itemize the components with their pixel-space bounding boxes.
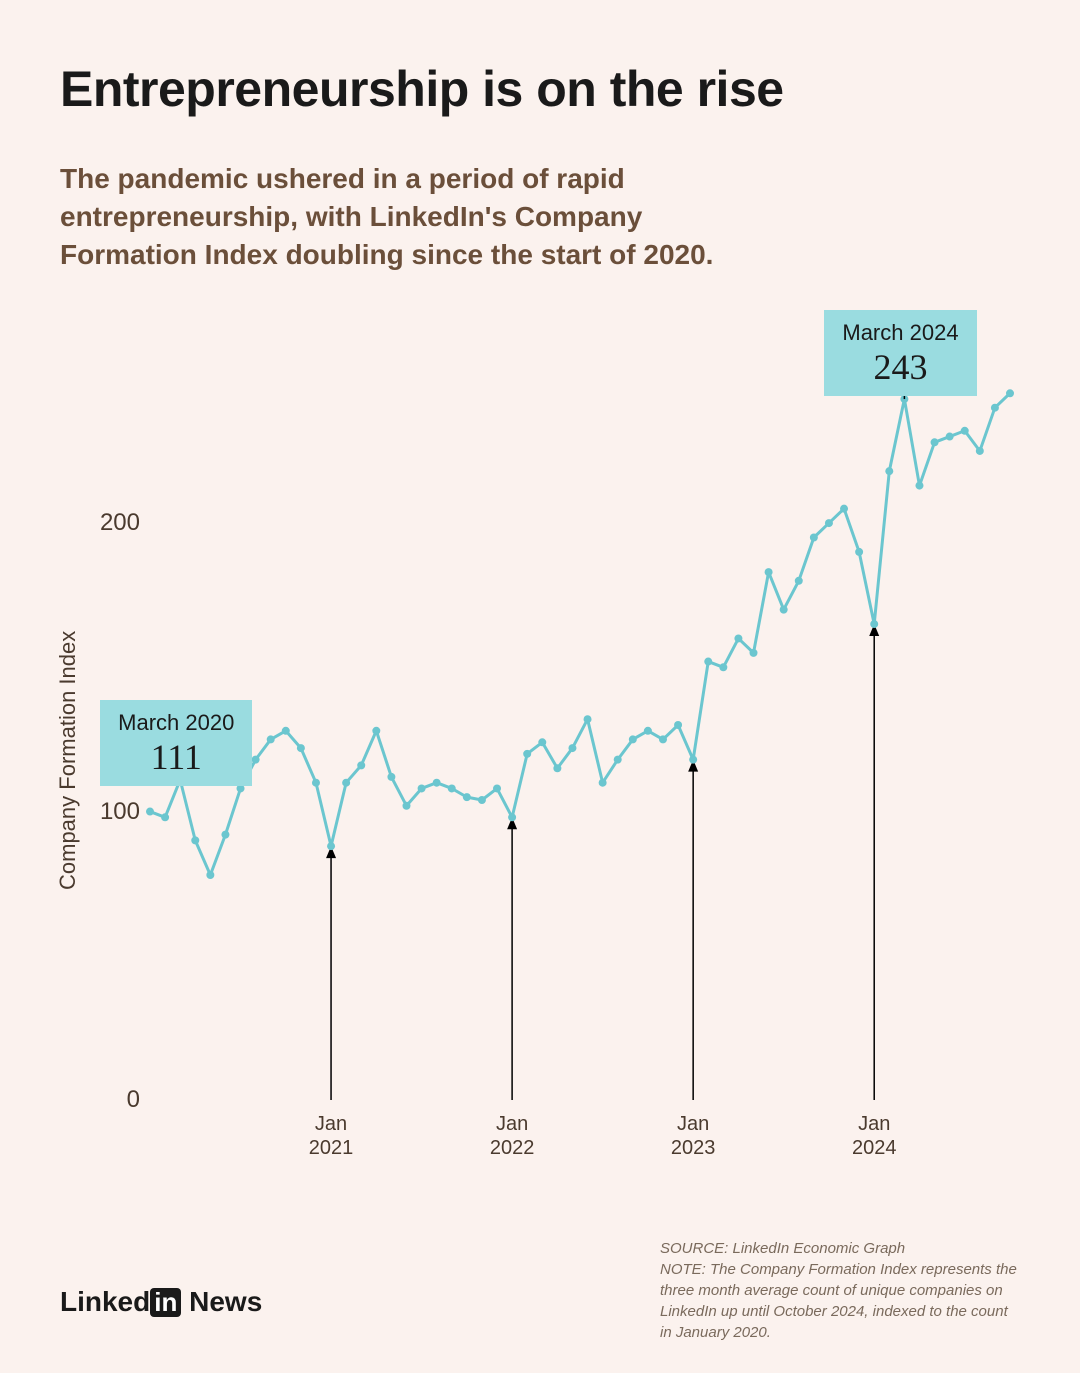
callout-value: 243	[842, 346, 958, 388]
line-chart	[0, 0, 1080, 1373]
brand-prefix: Linked	[60, 1286, 150, 1317]
x-tick: Jan2024	[834, 1112, 914, 1160]
source-line: SOURCE: LinkedIn Economic Graph	[660, 1238, 1020, 1259]
y-tick: 200	[80, 509, 140, 537]
x-tick: Jan2022	[472, 1112, 552, 1160]
callout-value: 111	[118, 736, 234, 778]
source-note: SOURCE: LinkedIn Economic Graph NOTE: Th…	[660, 1238, 1020, 1343]
infographic-canvas: Entrepreneurship is on the rise The pand…	[0, 0, 1080, 1373]
note-line: NOTE: The Company Formation Index repres…	[660, 1259, 1020, 1343]
brand-suffix: News	[181, 1286, 262, 1317]
callout-box: March 2024243	[824, 310, 976, 396]
x-tick: Jan2021	[291, 1112, 371, 1160]
linkedin-in-icon: in	[150, 1288, 181, 1317]
y-axis-label: Company Formation Index	[55, 631, 81, 890]
y-tick: 0	[80, 1086, 140, 1114]
callout-box: March 2020111	[100, 700, 252, 786]
callout-date: March 2024	[842, 320, 958, 346]
y-tick: 100	[80, 798, 140, 826]
brand-logo: Linkedin News	[60, 1286, 262, 1318]
x-tick: Jan2023	[653, 1112, 733, 1160]
callout-date: March 2020	[118, 710, 234, 736]
